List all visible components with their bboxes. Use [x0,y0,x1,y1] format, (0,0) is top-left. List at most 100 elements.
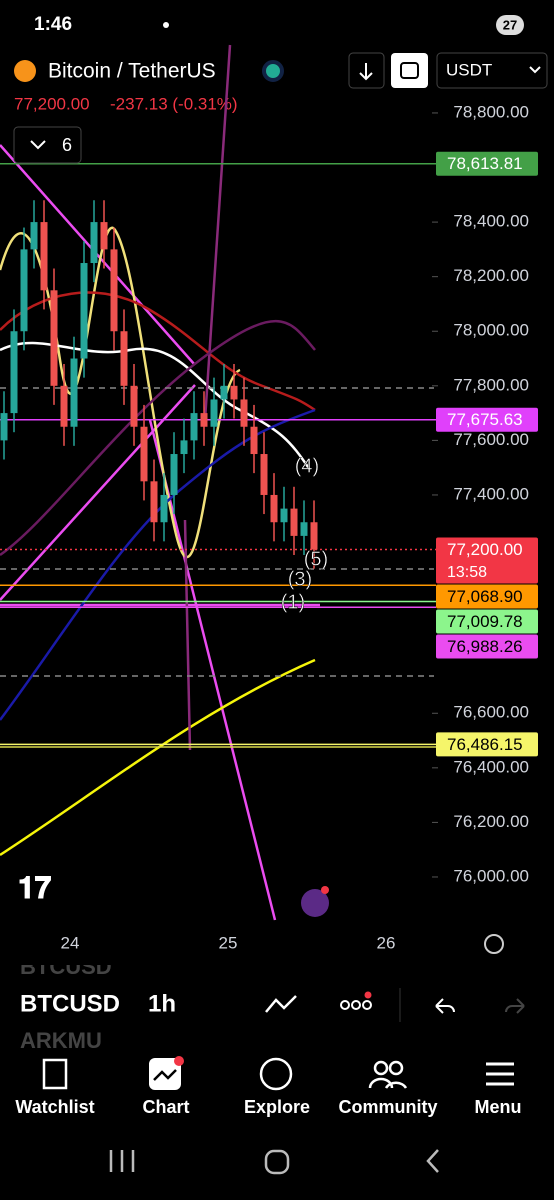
sys-back[interactable] [426,1149,439,1173]
drawing-tool[interactable] [265,995,297,1013]
candle-body [170,454,178,495]
y-tick-label: 78,400.00 [453,212,529,231]
y-tick-label: 78,800.00 [453,102,529,121]
candle-body [10,331,18,414]
y-tick-label: 77,400.00 [453,484,529,503]
wave-label: (1) [281,591,305,613]
status-time: 1:46 [34,14,72,35]
candle-body [280,508,288,523]
market-status [262,60,284,82]
price-levels [0,162,436,746]
candle-body [70,358,78,427]
y-tick-label: 77,800.00 [453,375,529,394]
indicator-count: 6 [62,135,72,155]
candles [0,200,318,569]
price-tag-label: 77,009.78 [447,612,523,631]
candle-body [260,454,268,495]
y-tick-label: 76,200.00 [453,812,529,831]
sys-home[interactable] [264,1149,290,1175]
undo[interactable] [435,998,455,1014]
candle-body [80,263,88,359]
nav-label[interactable]: Chart [142,1097,189,1117]
candle-body [200,413,208,427]
candle-body [50,290,58,386]
tv-logo: 𝟏𝟕 [18,872,52,905]
price-tag-label: 78,613.81 [447,154,523,173]
candle-body [140,426,148,482]
trendline [0,384,196,601]
candle-body [230,385,238,400]
candle-body [40,222,48,291]
y-tick-label: 78,000.00 [453,321,529,340]
y-tick-label: 78,200.00 [453,266,529,285]
x-tick-label: 26 [377,933,396,952]
candle-body [0,413,8,441]
nav-bar [0,1052,554,1200]
price-tag [436,407,538,432]
more-tools[interactable] [340,1000,372,1010]
candle-body [60,385,68,427]
badge [174,1056,184,1066]
chevron [30,140,46,150]
price-tag-label: 77,200.00 [447,540,523,559]
indicator-toggle[interactable] [13,126,82,164]
ma-line [0,226,241,559]
badge [321,886,329,894]
candle-body [270,494,278,523]
status-dot [163,22,169,28]
y-axis: 78,800.00 78,400.00 78,200.00 78,000.00 77,8… [432,102,529,885]
wave-label: (3) [288,568,312,590]
ma-line [183,44,232,751]
currency: USDT [446,60,492,79]
currency-select[interactable] [436,52,548,89]
trendline [148,419,277,921]
candle-body [180,440,188,455]
watchlist-icon [42,1058,68,1090]
candle-body [250,426,258,455]
nav-label[interactable]: Community [339,1097,438,1117]
price-tag-label: 77,675.63 [447,410,523,429]
price-tag [436,732,538,757]
toolbar-symbol[interactable]: BTCUSD [20,990,120,1017]
chart-icon-line [153,1069,177,1081]
candle-body [240,399,248,427]
price-tag [436,584,538,609]
down-icon [359,63,373,81]
y-tick-label: 76,400.00 [453,757,529,776]
price-change: -237.13 (-0.31%) [110,94,238,113]
candle-body [150,481,158,523]
candle-body [300,522,308,536]
flash-button[interactable] [301,889,329,917]
candle-body [220,385,228,400]
redo[interactable] [505,998,525,1014]
nav-labels: Watchlist Chart Explore Community Menu [15,1097,521,1117]
nav-label[interactable]: Menu [475,1097,522,1117]
ma-line [0,319,316,557]
candle-body [290,508,298,536]
candle-body [100,222,108,250]
last-price: 77,200.00 [14,94,90,113]
fullscreen-button[interactable] [391,53,428,88]
interval[interactable]: 1h [148,990,176,1017]
price-tag-label: 76,486.15 [447,735,523,754]
countdown: 13:58 [447,564,487,581]
settings-icon[interactable] [484,934,504,954]
y-tick-label: 76,000.00 [453,866,529,885]
wave-labels: (4) (5)(3)(1) [281,455,329,614]
ma-line [0,658,316,857]
price-tag [436,609,538,634]
candle-body [90,222,98,264]
dropdown-arrow [529,66,541,74]
candle-body [190,413,198,441]
mask [0,955,554,965]
nav-label[interactable]: Watchlist [15,1097,94,1117]
battery-level: 27 [503,17,517,32]
x-axis: 24 25 26 [61,933,396,952]
symbol-title[interactable]: Bitcoin / TetherUS [48,60,216,83]
candle-body [110,249,118,332]
price-tag-label: 76,988.26 [447,637,523,656]
sys-recents[interactable] [109,1150,135,1172]
nav-label[interactable]: Explore [244,1097,310,1117]
